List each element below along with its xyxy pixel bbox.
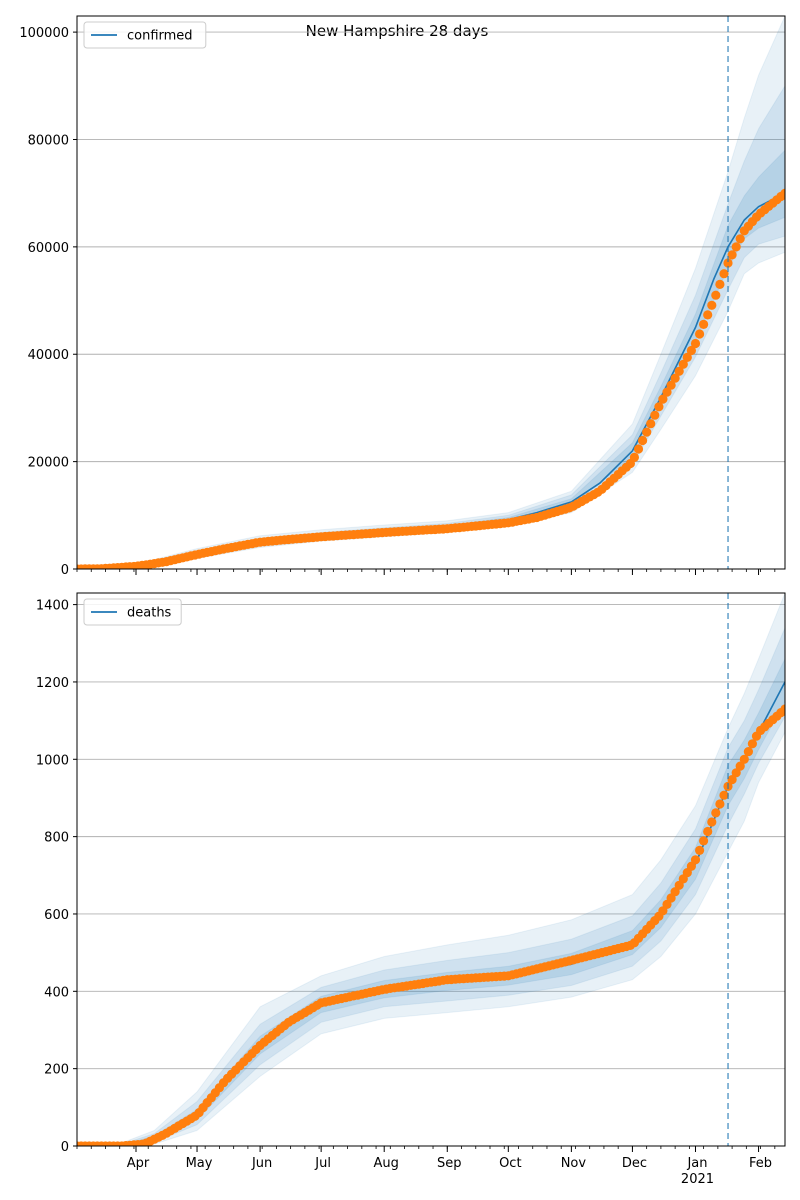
y-tick-label: 0	[61, 1140, 69, 1155]
observed-point	[780, 188, 785, 198]
y-tick-label: 400	[44, 985, 69, 1000]
x-tick-label: Aug	[374, 1156, 399, 1171]
y-tick-label: 1200	[36, 676, 69, 691]
confirmed-panel: 0 20000 40000 60000 80000 100000 confirmed	[19, 15, 786, 578]
observed-point	[695, 329, 705, 339]
uncertainty-band-0	[77, 593, 785, 1146]
observed-point	[642, 427, 652, 437]
observed-point	[686, 345, 697, 356]
observed-point	[658, 394, 668, 404]
x-tick-label: May	[186, 1156, 213, 1171]
uncertainty-band-2	[77, 658, 785, 1146]
observed-point	[739, 754, 749, 764]
y-tick-label: 0	[61, 563, 69, 578]
observed-point	[727, 775, 737, 785]
x-tick-label: Jul	[314, 1156, 331, 1171]
y-tick-label: 800	[44, 831, 69, 846]
observed-point	[735, 761, 745, 771]
legend: confirmed	[83, 21, 207, 49]
observed-point	[662, 387, 672, 397]
observed-point	[633, 444, 644, 454]
y-tick-label: 1000	[36, 753, 69, 768]
observed-point	[638, 435, 648, 446]
observed-point	[703, 310, 713, 320]
observed-point	[650, 410, 660, 420]
legend-box	[83, 598, 182, 626]
observed-point	[699, 319, 709, 329]
observed-point	[747, 739, 758, 749]
observed-point	[731, 768, 741, 778]
observed-point	[695, 845, 705, 856]
y-tick-label: 60000	[28, 241, 69, 256]
y-tick-label: 20000	[28, 456, 69, 471]
legend: deaths	[83, 598, 182, 626]
x-tick-label: Apr	[127, 1156, 150, 1171]
y-tick-label: 1400	[36, 599, 69, 614]
y-tick-label: 200	[44, 1063, 69, 1078]
x-tick-label: Feb	[749, 1156, 772, 1171]
observed-point	[723, 258, 733, 268]
legend-label: deaths	[127, 606, 172, 621]
x-tick-year-label: 2021	[681, 1172, 714, 1187]
figure-title: New Hampshire 28 days	[306, 22, 489, 40]
observed-point	[743, 747, 754, 757]
observed-point	[719, 790, 729, 800]
observed-point	[735, 234, 745, 244]
observed-point	[715, 799, 725, 809]
deaths-panel: 0 200 400 600 800 1000 1200 1400 Apr May Jun Jul Aug…	[36, 592, 786, 1187]
y-tick-label: 600	[44, 908, 69, 923]
observed-point	[707, 817, 717, 827]
observed-point	[670, 373, 680, 383]
observed-point	[646, 419, 656, 429]
observed-point	[666, 380, 676, 390]
x-tick-label: Jun	[251, 1156, 272, 1171]
observed-point	[719, 269, 729, 279]
observed-point	[654, 402, 664, 412]
observed-point	[711, 808, 721, 818]
observed-point	[715, 279, 725, 289]
observed-point	[690, 338, 701, 349]
legend-label: confirmed	[127, 29, 193, 44]
y-tick-label: 100000	[19, 26, 69, 41]
observed-point	[699, 836, 709, 846]
observed-point	[731, 242, 741, 252]
observed-points	[77, 188, 785, 569]
observed-point	[629, 452, 640, 462]
observed-point	[690, 855, 701, 865]
x-tick-label: Dec	[622, 1156, 647, 1171]
observed-points	[77, 704, 785, 1146]
uncertainty-band-1	[77, 627, 785, 1146]
x-tick-label: Jan	[686, 1156, 707, 1171]
y-tick-label: 40000	[28, 348, 69, 363]
observed-point	[711, 290, 721, 300]
observed-point	[703, 826, 713, 837]
x-tick-label: Nov	[561, 1156, 587, 1171]
observed-point	[727, 250, 737, 260]
axes-frame	[76, 15, 786, 570]
x-tick-label: Oct	[499, 1156, 521, 1171]
uncertainty-band-0	[77, 16, 785, 569]
observed-point	[780, 704, 785, 714]
x-tick-label: Sep	[437, 1156, 462, 1171]
legend-box	[83, 21, 207, 49]
y-tick-label: 80000	[28, 133, 69, 148]
axes-frame	[76, 592, 786, 1147]
observed-point	[674, 366, 684, 376]
observed-point	[682, 352, 692, 362]
observed-point	[707, 300, 717, 310]
observed-point	[678, 359, 688, 369]
